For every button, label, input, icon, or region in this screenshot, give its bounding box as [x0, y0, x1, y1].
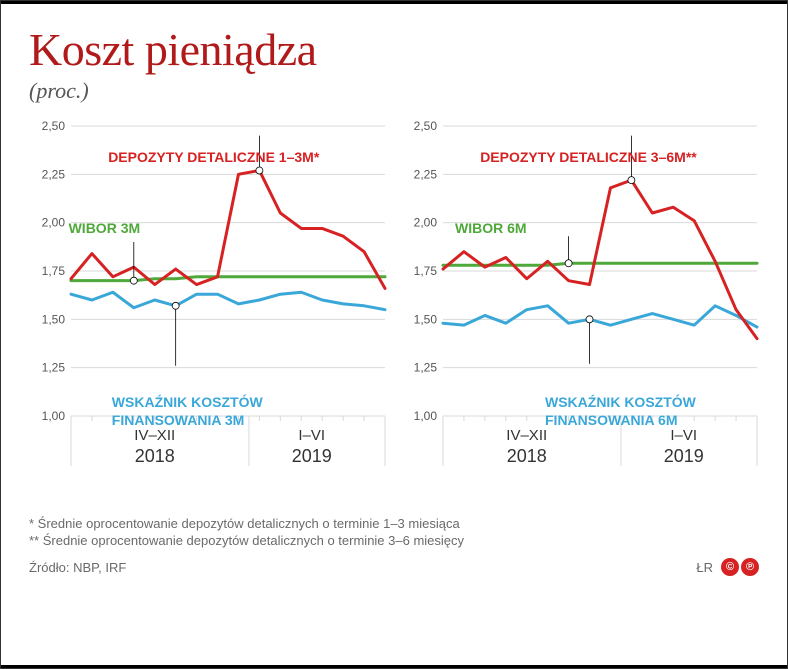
subtitle: (proc.) [29, 78, 759, 104]
chart-left-svg: 1,00 1,25 1,50 1,75 2,00 2,25 2,50 IV–XII 2018 I–… [29, 116, 389, 486]
copyright-icon: ©℗ [721, 558, 759, 576]
chart-right-svg: 1,00 1,25 1,50 1,75 2,00 2,25 2,50 IV–XII 2018 I–… [401, 116, 761, 486]
chart-left: 1,00 1,25 1,50 1,75 2,00 2,25 2,50 IV–XII 2018 I–… [29, 116, 389, 486]
svg-text:1,00: 1,00 [414, 409, 438, 423]
svg-text:2019: 2019 [292, 446, 332, 466]
svg-text:1,50: 1,50 [414, 312, 438, 326]
svg-text:2,00: 2,00 [414, 216, 438, 230]
svg-text:2,25: 2,25 [42, 167, 66, 181]
author: ŁR [696, 560, 713, 575]
svg-text:1,25: 1,25 [42, 361, 66, 375]
footnote-1: * Średnie oprocentowanie depozytów detal… [29, 516, 759, 531]
svg-text:2,50: 2,50 [414, 119, 438, 133]
svg-text:1,00: 1,00 [42, 409, 66, 423]
footnote-2: ** Średnie oprocentowanie depozytów deta… [29, 533, 759, 548]
svg-text:IV–XII: IV–XII [506, 427, 547, 444]
svg-text:2,25: 2,25 [414, 167, 438, 181]
svg-text:1,75: 1,75 [42, 264, 66, 278]
title: Koszt pieniądza [29, 23, 759, 76]
svg-text:1,25: 1,25 [414, 361, 438, 375]
svg-text:2,00: 2,00 [42, 216, 66, 230]
svg-text:2018: 2018 [135, 446, 175, 466]
source: Źródło: NBP, IRF [29, 560, 126, 575]
chart-right: 1,00 1,25 1,50 1,75 2,00 2,25 2,50 IV–XII 2018 I–… [401, 116, 761, 486]
svg-text:2018: 2018 [507, 446, 547, 466]
svg-text:1,75: 1,75 [414, 264, 438, 278]
svg-text:I–VI: I–VI [298, 427, 325, 444]
svg-text:2019: 2019 [664, 446, 704, 466]
svg-text:2,50: 2,50 [42, 119, 66, 133]
svg-text:IV–XII: IV–XII [134, 427, 175, 444]
svg-text:1,50: 1,50 [42, 312, 66, 326]
svg-text:I–VI: I–VI [670, 427, 697, 444]
